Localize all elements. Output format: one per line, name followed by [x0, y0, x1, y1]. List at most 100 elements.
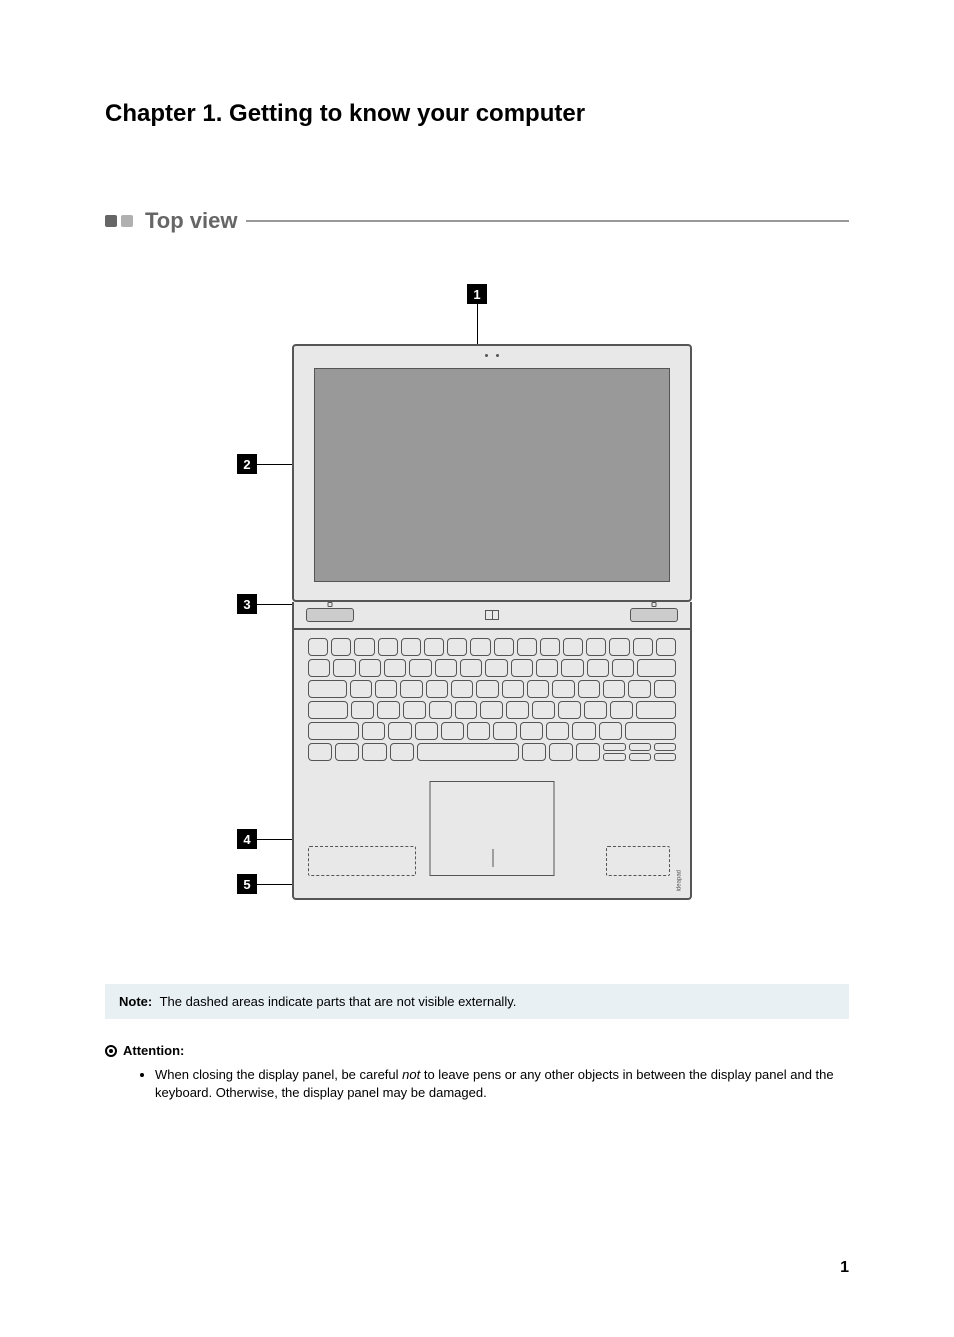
section-title: Top view: [145, 208, 238, 234]
key-row: [308, 638, 676, 656]
key: [628, 680, 650, 698]
key: [654, 753, 676, 761]
key: [603, 743, 625, 751]
key: [511, 659, 533, 677]
laptop-base: ideapad: [292, 630, 692, 900]
section-header: Top view: [105, 208, 849, 234]
key: [517, 638, 537, 656]
key: [350, 680, 372, 698]
page-number: 1: [840, 1259, 849, 1277]
callout-line: [257, 604, 292, 605]
key-row: [308, 701, 676, 719]
hinge-left: [306, 608, 354, 622]
key: [656, 638, 676, 656]
laptop-illustration: ideapad: [292, 344, 692, 900]
key: [426, 680, 448, 698]
key: [390, 743, 414, 761]
callout-box-5: 5: [237, 874, 257, 894]
key: [532, 701, 555, 719]
attention-list: When closing the display panel, be caref…: [105, 1066, 849, 1101]
key: [308, 659, 330, 677]
callout-2: 2: [237, 454, 292, 474]
hinge-center-icon: [485, 610, 499, 620]
key: [409, 659, 431, 677]
attention-label: Attention:: [123, 1043, 184, 1058]
key: [429, 701, 452, 719]
key: [359, 659, 381, 677]
key: [441, 722, 464, 740]
key: [451, 680, 473, 698]
key: [558, 701, 581, 719]
key: [609, 638, 629, 656]
key: [552, 680, 574, 698]
key: [403, 701, 426, 719]
key: [637, 659, 676, 677]
key: [476, 680, 498, 698]
attention-text-em: not: [402, 1067, 420, 1082]
laptop-lid: [292, 344, 692, 602]
bullet-dark: [105, 215, 117, 227]
key: [470, 638, 490, 656]
key: [333, 659, 355, 677]
laptop-screen: [314, 368, 670, 582]
brand-text: ideapad: [676, 870, 682, 891]
key: [467, 722, 490, 740]
key: [331, 638, 351, 656]
key: [455, 701, 478, 719]
camera-dots: [485, 354, 499, 357]
key: [308, 701, 348, 719]
key: [599, 722, 622, 740]
key-row: [308, 743, 676, 761]
key: [633, 638, 653, 656]
key: [536, 659, 558, 677]
key: [417, 743, 519, 761]
key: [308, 722, 359, 740]
hinge-dot: [328, 602, 333, 607]
key: [586, 638, 606, 656]
antenna-left: [308, 846, 416, 876]
key: [362, 743, 386, 761]
key: [625, 722, 676, 740]
callout-1: 1: [467, 284, 487, 344]
key: [540, 638, 560, 656]
callout-line: [257, 464, 292, 465]
camera-dot: [485, 354, 488, 357]
callout-box-2: 2: [237, 454, 257, 474]
attention-item: When closing the display panel, be caref…: [155, 1066, 849, 1101]
key-row: [308, 722, 676, 740]
key: [578, 680, 600, 698]
key: [603, 753, 625, 761]
key: [493, 722, 516, 740]
key-row: [308, 659, 676, 677]
key: [506, 701, 529, 719]
key: [485, 659, 507, 677]
key-arrows: [603, 743, 625, 761]
key: [424, 638, 444, 656]
hinge-dot: [652, 602, 657, 607]
note-label: Note:: [119, 994, 152, 1009]
key: [308, 638, 328, 656]
hinge-bar: [292, 602, 692, 630]
section-bullets-icon: [105, 215, 133, 227]
key: [354, 638, 374, 656]
key: [502, 680, 524, 698]
key: [572, 722, 595, 740]
key: [308, 680, 347, 698]
key: [636, 701, 676, 719]
key: [549, 743, 573, 761]
key: [584, 701, 607, 719]
antenna-right: [606, 846, 670, 876]
diagram-area: 1 2 3 4 5: [177, 284, 777, 934]
key: [546, 722, 569, 740]
callout-box-1: 1: [467, 284, 487, 304]
key: [375, 680, 397, 698]
attention-text-pre: When closing the display panel, be caref…: [155, 1067, 402, 1082]
key: [654, 743, 676, 751]
key: [401, 638, 421, 656]
key: [629, 743, 651, 751]
key: [612, 659, 634, 677]
target-icon: [105, 1045, 117, 1057]
key: [629, 753, 651, 761]
key: [561, 659, 583, 677]
key: [527, 680, 549, 698]
